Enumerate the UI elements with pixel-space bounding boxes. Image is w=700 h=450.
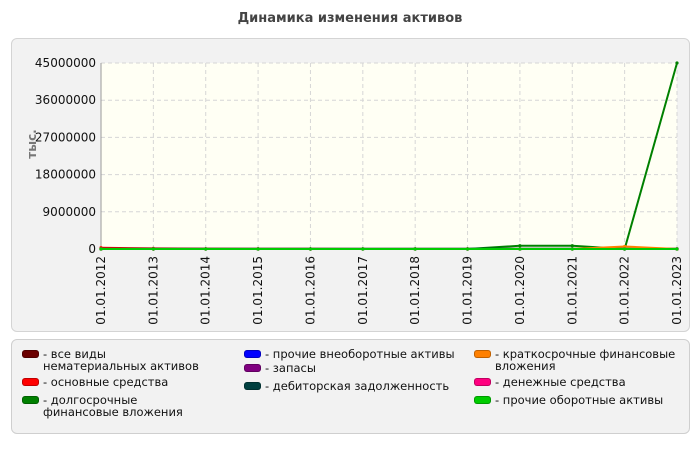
data-point (413, 247, 417, 251)
legend-label: - денежные средства (495, 375, 626, 389)
legend-label: - основные средства (43, 375, 169, 389)
legend-swatch (244, 382, 261, 390)
data-point (518, 244, 522, 248)
x-tick-label: 01.01.2021 (565, 256, 579, 325)
legend-swatch (474, 350, 491, 358)
legend-item: - все виды нематериальных активов (22, 348, 212, 372)
y-axis-title: тыс. (25, 129, 39, 158)
legend-item: - запасы (244, 362, 464, 374)
legend-swatch (244, 364, 261, 372)
legend-label: - запасы (265, 361, 316, 375)
data-point (675, 247, 679, 251)
data-point (308, 247, 313, 251)
legend-label: - дебиторская задолженность (265, 379, 450, 393)
legend-item: - прочие внеоборотные активы (244, 348, 464, 360)
legend-item: - прочие оборотные активы (474, 394, 684, 406)
chart-panel: 0 9000000 18000000 27000000 36000000 45000000… (11, 38, 690, 332)
legend-label: - краткосрочные финансовые вложения (495, 347, 676, 373)
y-tick-label: 45000000 (35, 56, 96, 70)
data-point (570, 247, 574, 251)
y-tick-label: 27000000 (35, 130, 96, 144)
x-tick-label: 01.01.2014 (199, 256, 213, 325)
legend-swatch (244, 350, 261, 358)
data-point (99, 247, 103, 251)
legend-item: - дебиторская задолженность (244, 380, 464, 392)
legend-label: - прочие внеоборотные активы (265, 347, 455, 361)
y-tick-label: 36000000 (35, 93, 96, 107)
plot-area (101, 63, 677, 249)
legend-item: - денежные средства (474, 376, 684, 388)
chart-title: Динамика изменения активов (237, 11, 463, 26)
legend: - все виды нематериальных активов - основ… (11, 339, 690, 434)
x-tick-label: 01.01.2017 (356, 256, 370, 325)
legend-swatch (22, 350, 39, 358)
legend-label: - долгосрочные финансовые вложения (43, 393, 183, 419)
data-point (675, 61, 679, 65)
data-point (151, 247, 155, 251)
data-point (361, 247, 365, 251)
y-tick-label: 9000000 (43, 205, 96, 219)
y-tick-label: 18000000 (35, 168, 96, 182)
legend-swatch (22, 396, 39, 404)
x-tick-label: 01.01.2015 (251, 256, 265, 325)
data-point (623, 247, 627, 251)
legend-label: - прочие оборотные активы (495, 393, 664, 407)
x-tick-label: 01.01.2020 (513, 256, 527, 325)
legend-item: - долгосрочные финансовые вложения (22, 394, 212, 418)
data-point (570, 244, 574, 248)
data-point (256, 247, 260, 251)
x-tick-label: 01.01.2023 (670, 256, 684, 325)
legend-swatch (22, 378, 39, 386)
y-tick-label: 0 (88, 242, 96, 256)
legend-item: - краткосрочные финансовые вложения (474, 348, 684, 372)
x-tick-label: 01.01.2013 (146, 256, 160, 325)
line-chart: 0 9000000 18000000 27000000 36000000 45000000… (25, 56, 684, 325)
legend-swatch (474, 396, 491, 404)
x-tick-label: 01.01.2012 (94, 256, 108, 325)
legend-swatch (474, 378, 491, 386)
legend-item: - основные средства (22, 376, 212, 388)
data-point (465, 247, 470, 251)
x-tick-label: 01.01.2019 (461, 256, 475, 325)
x-tick-label: 01.01.2018 (408, 256, 422, 325)
data-point (518, 247, 522, 251)
legend-label: - все виды нематериальных активов (43, 347, 199, 373)
x-tick-label: 01.01.2016 (303, 256, 317, 325)
data-point (204, 247, 208, 251)
data-point (623, 244, 627, 249)
x-tick-label: 01.01.2022 (618, 256, 632, 325)
